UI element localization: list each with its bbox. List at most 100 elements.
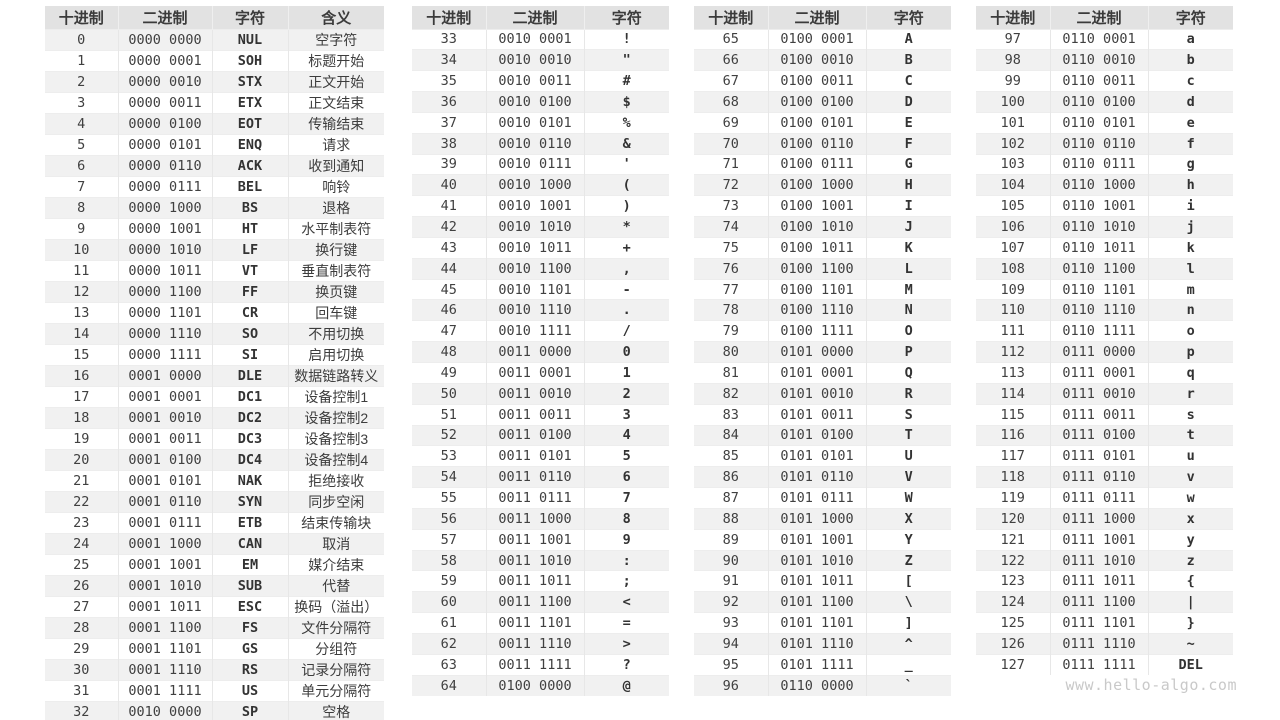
- meaning-cell: 取消: [287, 532, 384, 554]
- decimal-cell: 122: [976, 549, 1050, 571]
- table-row: 110 0110 1110 n: [976, 299, 1233, 321]
- char-cell: G: [865, 153, 951, 175]
- char-cell: n: [1147, 299, 1233, 321]
- char-cell: DEL: [1147, 653, 1233, 676]
- decimal-cell: 64: [412, 674, 486, 696]
- decimal-cell: 105: [976, 195, 1050, 217]
- binary-cell: 0110 1010: [1049, 216, 1148, 238]
- char-cell: 1: [583, 362, 669, 384]
- table-row: 73 0100 1001 I: [694, 195, 951, 217]
- binary-cell: 0001 0100: [117, 448, 212, 470]
- decimal-cell: 14: [45, 322, 118, 344]
- char-cell: 3: [583, 403, 669, 426]
- char-cell: 5: [583, 445, 669, 467]
- table-row: 45 0010 1101-: [412, 278, 669, 300]
- table-row: 52 0011 0100 4: [412, 424, 669, 446]
- char-cell: f: [1147, 132, 1233, 155]
- column-header: 十进制: [694, 6, 768, 29]
- binary-cell: 0111 0000: [1049, 341, 1148, 363]
- char-cell: y: [1147, 528, 1233, 551]
- binary-cell: 0000 0011: [117, 91, 212, 113]
- table-row: 97 0110 0001 a: [976, 28, 1233, 50]
- table-row: 76 0100 1100 L: [694, 257, 951, 280]
- decimal-cell: 82: [694, 382, 768, 405]
- binary-cell: 0100 0010: [767, 49, 866, 71]
- table-row: 106 0110 1010 j: [976, 216, 1233, 238]
- decimal-cell: 124: [976, 591, 1050, 613]
- table-row: 92 0101 1100 \: [694, 591, 951, 613]
- binary-cell: 0000 1110: [117, 322, 212, 344]
- binary-cell: 0100 0100: [767, 91, 866, 113]
- char-cell: Q: [865, 362, 951, 384]
- binary-cell: 0110 1011: [1049, 236, 1148, 259]
- meaning-cell: 设备控制3: [287, 427, 384, 449]
- meaning-cell: 空字符: [287, 28, 384, 50]
- table-row: 37 0010 0101%: [412, 111, 669, 134]
- char-cell: !: [583, 28, 669, 50]
- binary-cell: 0001 1010: [117, 574, 212, 596]
- decimal-cell: 113: [976, 362, 1050, 384]
- meaning-cell: 启用切换: [287, 343, 384, 365]
- binary-cell: 0101 0000: [767, 341, 866, 363]
- char-cell: @: [583, 674, 669, 696]
- char-cell: z: [1147, 549, 1233, 571]
- char-cell: GS: [211, 637, 288, 659]
- binary-cell: 0100 1101: [767, 278, 866, 300]
- char-cell: p: [1147, 341, 1233, 363]
- binary-cell: 0010 1110: [485, 299, 584, 321]
- column-header: 二进制: [1049, 6, 1148, 29]
- table-row: 77 0100 1101 M: [694, 278, 951, 300]
- decimal-cell: 28: [45, 616, 118, 638]
- table-row: 58 0011 1010:: [412, 549, 669, 571]
- binary-cell: 0111 0110: [1049, 466, 1148, 488]
- char-cell: LF: [211, 238, 288, 260]
- char-cell: b: [1147, 49, 1233, 71]
- char-cell: P: [865, 341, 951, 363]
- char-cell: ): [583, 195, 669, 217]
- char-cell: BEL: [211, 175, 288, 197]
- decimal-cell: 53: [412, 445, 486, 467]
- table-row: 47 0010 1111/: [412, 320, 669, 342]
- decimal-cell: 37: [412, 111, 486, 134]
- decimal-cell: 115: [976, 403, 1050, 426]
- decimal-cell: 12: [45, 280, 118, 302]
- ascii-table-lowercase-letters: 十进制 二进制 字符 97 0110 0001 a 98 0110 0010 b 99 0110 0…: [976, 6, 1233, 676]
- table-row: 113 0111 0001 q: [976, 362, 1233, 384]
- char-cell: 6: [583, 466, 669, 488]
- binary-cell: 0101 1111: [767, 653, 866, 676]
- char-cell: A: [865, 28, 951, 50]
- meaning-cell: 代替: [287, 574, 384, 596]
- char-cell: H: [865, 174, 951, 196]
- decimal-cell: 120: [976, 507, 1050, 530]
- char-cell: q: [1147, 362, 1233, 384]
- binary-cell: 0010 0110: [485, 132, 584, 155]
- decimal-cell: 43: [412, 236, 486, 259]
- decimal-cell: 29: [45, 637, 118, 659]
- table-row: 112 0111 0000 p: [976, 341, 1233, 363]
- char-cell: ESC: [211, 595, 288, 617]
- char-cell: S: [865, 403, 951, 426]
- decimal-cell: 79: [694, 320, 768, 342]
- decimal-cell: 107: [976, 236, 1050, 259]
- binary-cell: 0101 1100: [767, 591, 866, 613]
- table-row: 114 0111 0010 r: [976, 382, 1233, 405]
- binary-cell: 0010 0001: [485, 28, 584, 50]
- char-cell: V: [865, 466, 951, 488]
- table-row: 120 0111 1000 x: [976, 507, 1233, 530]
- binary-cell: 0110 1001: [1049, 195, 1148, 217]
- binary-cell: 0011 0100: [485, 424, 584, 446]
- meaning-cell: 传输结束: [287, 112, 384, 134]
- table-row: 83 0101 0011 S: [694, 403, 951, 426]
- table-row: 7 0000 0111 BEL 响铃: [45, 175, 384, 197]
- char-cell: HT: [211, 217, 288, 239]
- binary-cell: 0110 1111: [1049, 320, 1148, 342]
- table-row: 89 0101 1001 Y: [694, 528, 951, 551]
- table-row: 85 0101 0101 U: [694, 445, 951, 467]
- binary-cell: 0000 1010: [117, 238, 212, 260]
- table-row: 98 0110 0010 b: [976, 49, 1233, 71]
- meaning-cell: 媒介结束: [287, 553, 384, 575]
- table-row: 23 0001 0111 ETB 结束传输块: [45, 511, 384, 533]
- char-cell: {: [1147, 570, 1233, 592]
- decimal-cell: 74: [694, 216, 768, 238]
- binary-cell: 0100 0000: [485, 674, 584, 696]
